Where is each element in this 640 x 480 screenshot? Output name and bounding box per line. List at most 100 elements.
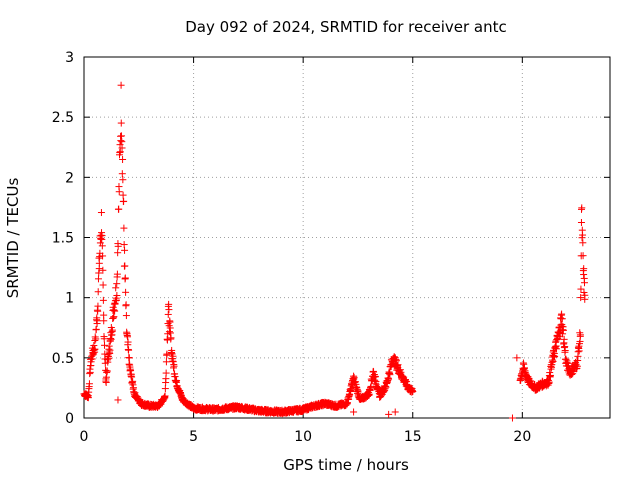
- data-point: [580, 271, 588, 279]
- data-point: [101, 341, 109, 349]
- data-point: [579, 239, 587, 247]
- data-point: [121, 262, 129, 270]
- data-point: [549, 357, 557, 365]
- data-point: [90, 350, 98, 358]
- data-point: [128, 373, 136, 381]
- data-point: [116, 149, 124, 157]
- data-point: [167, 334, 175, 342]
- data-point: [392, 356, 400, 364]
- axis-ticks: [83, 56, 610, 419]
- data-point: [88, 355, 96, 363]
- data-point: [551, 352, 559, 360]
- data-point: [112, 284, 120, 292]
- y-tick-label: 0.5: [52, 351, 74, 367]
- data-point: [580, 279, 588, 287]
- x-axis-label: GPS time / hours: [283, 456, 409, 474]
- data-point: [119, 176, 127, 184]
- data-point: [98, 229, 106, 237]
- data-point: [115, 188, 123, 196]
- data-point: [121, 274, 129, 282]
- data-point: [545, 378, 553, 386]
- data-point: [94, 275, 102, 283]
- data-point: [95, 269, 103, 277]
- x-tick-label: 0: [80, 429, 89, 445]
- data-point: [561, 347, 569, 355]
- data-point: [99, 281, 107, 289]
- data-point: [350, 408, 358, 416]
- data-point: [409, 388, 417, 396]
- data-point: [165, 328, 173, 336]
- data-point: [113, 270, 121, 278]
- data-point: [161, 385, 169, 393]
- data-point: [577, 218, 585, 226]
- data-point: [122, 288, 130, 296]
- y-tick-label: 0: [65, 411, 74, 427]
- data-point: [580, 265, 588, 273]
- data-point: [558, 315, 566, 323]
- data-point: [371, 373, 379, 381]
- data-point: [94, 288, 102, 296]
- x-tick-label: 5: [189, 429, 198, 445]
- data-point: [98, 242, 106, 250]
- data-point: [97, 209, 105, 217]
- data-point: [513, 354, 521, 362]
- data-point: [105, 342, 113, 350]
- data-point: [108, 326, 116, 334]
- data-point: [117, 137, 125, 145]
- data-point: [115, 205, 123, 213]
- data-point: [581, 291, 589, 299]
- data-point: [118, 144, 126, 152]
- data-point: [114, 396, 122, 404]
- data-point: [385, 410, 393, 418]
- data-point: [166, 329, 174, 337]
- data-point: [113, 280, 121, 288]
- data-point: [125, 354, 133, 362]
- data-point: [579, 252, 587, 260]
- data-point: [100, 317, 108, 325]
- data-point: [391, 408, 399, 416]
- data-point: [119, 191, 127, 199]
- data-point: [103, 367, 111, 375]
- data-point: [117, 119, 125, 127]
- data-point: [122, 312, 130, 320]
- data-point: [110, 306, 118, 314]
- data-point: [107, 335, 115, 343]
- data-point: [121, 246, 129, 254]
- data-point: [111, 307, 119, 315]
- data-point: [165, 306, 173, 314]
- y-tick-label: 1: [65, 291, 74, 307]
- data-point: [577, 294, 585, 302]
- data-point: [85, 380, 93, 388]
- data-point: [125, 360, 133, 368]
- data-point: [558, 310, 566, 318]
- data-point: [391, 354, 399, 362]
- data-point: [105, 355, 113, 363]
- x-tick-label: 20: [513, 429, 531, 445]
- data-point: [92, 325, 100, 333]
- data-point: [168, 346, 176, 354]
- data-point: [120, 197, 128, 205]
- y-tick-label: 1.5: [52, 231, 74, 247]
- data-point: [114, 249, 122, 257]
- data-point: [164, 310, 172, 318]
- y-axis-label: SRMTID / TECUs: [4, 178, 22, 299]
- y-tick-label: 2: [65, 170, 74, 186]
- data-point: [91, 345, 99, 353]
- data-point: [568, 371, 576, 379]
- plot-frame: [83, 56, 611, 419]
- data-point: [125, 346, 133, 354]
- data-point: [118, 170, 126, 178]
- data-point: [163, 336, 171, 344]
- data-point: [109, 314, 117, 322]
- data-points: [80, 81, 589, 422]
- data-point: [124, 338, 132, 346]
- data-point: [162, 358, 170, 366]
- data-point: [118, 138, 126, 146]
- data-point: [162, 369, 170, 377]
- data-point: [110, 313, 118, 321]
- data-point: [161, 392, 169, 400]
- data-point: [99, 252, 107, 260]
- data-point: [386, 371, 394, 379]
- data-point: [120, 224, 128, 232]
- data-point: [576, 331, 584, 339]
